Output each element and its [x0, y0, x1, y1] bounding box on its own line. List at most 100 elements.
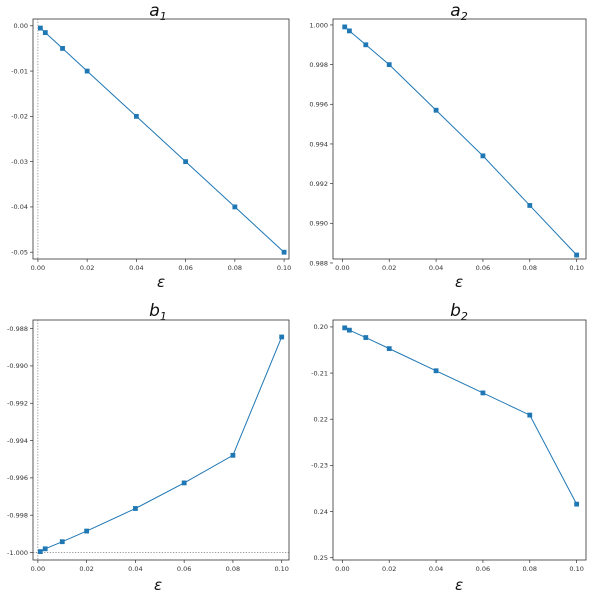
subplot-a2: a2 0.00 0.02 0.04 0.06 0.08 0.10 1.000 0.998 0.…	[309, 1, 587, 291]
subplot-b1-data-point	[59, 539, 65, 545]
subplot-a2-data-point	[574, 252, 580, 258]
subplot-b1-x-tick-label: 0.00	[31, 565, 45, 573]
subplot-a2-x-tick-label: 0.02	[382, 264, 396, 272]
subplot-a1-x-tick-label: 0.00	[31, 264, 45, 272]
subplot-b1: b1 0.00 0.02 0.04 0.06 0.08 0.10 -0.988 -0.990…	[7, 301, 290, 592]
subplot-b2-x-tick-label: 0.06	[476, 565, 490, 573]
subplot-b2-x-tick-label: 0.00	[335, 565, 349, 573]
subplot-b1-data-point	[279, 334, 285, 340]
subplot-b2-data-point	[527, 412, 533, 418]
subplot-b1-x-tick-label: 0.08	[226, 565, 240, 573]
subplot-b2: b2 0.00 0.02 0.04 0.06 0.08 0.10 0.20-0.210.2…	[311, 301, 587, 592]
subplot-b1-y-tick-label: -0.996	[7, 474, 28, 482]
subplot-a2-y-tick-label: 0.996	[309, 101, 328, 109]
subplot-a2-y-tick-label: 0.994	[309, 140, 328, 148]
subplot-b2-y-tick-label: 0.25	[314, 554, 328, 562]
subplot-a1-y-tick-label: -0.03	[11, 158, 28, 166]
subplot-a1-x-tick-label: 0.08	[228, 264, 242, 272]
subplot-a2-data-point	[347, 28, 352, 34]
subplot-b2-series	[342, 325, 580, 507]
subplot-b1-x-tick-label: 0.06	[177, 565, 191, 573]
subplot-b1-title: b1	[149, 301, 167, 323]
subplot-b2-y-tick-label: 0.20	[314, 323, 328, 331]
subplot-b2-x-ticks: 0.00 0.02 0.04 0.06 0.08 0.10	[335, 560, 584, 573]
subplot-b1-series	[37, 334, 285, 554]
subplot-a1-x-tick-label: 0.04	[129, 264, 143, 272]
subplot-a1-title: a1	[149, 1, 166, 23]
subplot-b2-series-line	[344, 327, 578, 505]
subplot-a1: a1 0.00 0.02 0.04 0.06 0.08 0.10 0.00 -0.01 -0.…	[11, 1, 291, 291]
subplot-a2-y-tick-label: 1.000	[309, 21, 328, 29]
subplot-a1-data-point	[42, 30, 48, 35]
subplot-a2-data-point	[342, 24, 348, 30]
subplot-b1-title-main: b	[149, 301, 160, 321]
subplot-a1-data-point	[281, 249, 287, 255]
subplot-b1-data-point	[133, 506, 138, 511]
subplot-b1-x-tick-label: 0.10	[274, 565, 288, 573]
subplot-a2-data-point	[386, 62, 392, 68]
subplot-b2-title-main: b	[450, 301, 461, 321]
subplot-a2-y-ticks: 1.000 0.998 0.996 0.994 0.992 0.990 0.988	[309, 21, 333, 267]
subplot-a1-x-tick-label: 0.02	[80, 264, 94, 272]
subplot-b1-y-tick-label: -0.992	[7, 400, 28, 408]
subplot-a1-title-main: a	[149, 1, 159, 21]
subplot-a1-data-point	[133, 113, 139, 119]
subplot-b1-y-tick-label: -1.000	[7, 549, 28, 557]
subplot-b2-y-tick-label: 0.24	[314, 508, 328, 516]
subplot-a2-title-subscript: 2	[461, 10, 468, 23]
subplot-a1-y-tick-label: -0.01	[11, 67, 28, 75]
subplot-b1-frame	[32, 319, 290, 561]
subplot-a2-y-tick-label: 0.992	[309, 180, 328, 188]
subplot-b1-data-point	[84, 528, 90, 534]
subplot-a1-x-ticks: 0.00 0.02 0.04 0.06 0.08 0.10	[31, 259, 291, 272]
subplot-b2-data-point	[433, 368, 439, 374]
subplot-a2-title-main: a	[450, 1, 460, 21]
subplot-a2-frame	[332, 18, 587, 260]
subplot-b2-x-axis-label: ε	[455, 576, 463, 592]
subplot-b2-title: b2	[450, 301, 468, 323]
subplot-b2-y-tick-label: -0.21	[311, 369, 328, 377]
subplot-b2-y-tick-label: -0.23	[311, 462, 328, 470]
subplot-a1-x-axis-label: ε	[157, 273, 165, 291]
subplot-a1-title-subscript: 1	[160, 10, 167, 23]
subplot-a1-x-tick-label: 0.10	[277, 264, 291, 272]
subplot-b2-data-point	[347, 327, 352, 333]
subplot-b2-x-tick-label: 0.10	[569, 565, 583, 573]
subplot-a2-y-tick-label: 0.998	[309, 61, 328, 69]
subplot-b1-x-axis-label: ε	[154, 576, 162, 592]
subplot-a2-x-tick-label: 0.04	[429, 264, 443, 272]
subplot-a1-y-tick-label: 0.00	[14, 22, 28, 30]
subplot-a2-x-axis-label: ε	[455, 273, 463, 291]
subplot-a1-data-point	[60, 46, 65, 51]
subplot-a1-y-tick-label: -0.05	[11, 249, 28, 257]
subplot-a1-y-ticks: 0.00 -0.01 -0.02 -0.03 -0.04 -0.05	[11, 22, 33, 257]
subplot-a2-data-point	[433, 107, 439, 113]
subplot-a1-series-line	[40, 27, 285, 253]
subplot-b2-data-point	[363, 335, 369, 340]
subplot-a2-x-tick-label: 0.00	[335, 264, 349, 272]
subplot-a2-data-point	[480, 153, 486, 159]
subplot-a2-x-tick-label: 0.10	[569, 264, 583, 272]
subplot-b1-y-tick-label: -0.994	[7, 437, 28, 445]
subplot-b2-frame	[332, 319, 587, 561]
subplot-b1-x-ticks: 0.00 0.02 0.04 0.06 0.08 0.10	[31, 560, 289, 573]
subplot-b2-title-subscript: 2	[461, 310, 468, 323]
subplot-b1-title-subscript: 1	[160, 310, 167, 323]
subplot-b2-x-tick-label: 0.04	[429, 565, 443, 573]
subplot-b1-data-point	[42, 546, 48, 552]
subplot-a2-series	[342, 24, 580, 258]
subplot-b1-y-tick-label: -0.998	[7, 512, 28, 520]
subplot-a2-x-tick-label: 0.08	[523, 264, 537, 272]
subplot-b2-y-tick-label: 0.22	[314, 416, 328, 424]
subplot-a1-frame	[32, 18, 290, 260]
subplot-b2-x-tick-label: 0.02	[382, 565, 396, 573]
subplot-a1-data-point	[84, 68, 90, 74]
subplot-b1-data-point	[37, 549, 43, 554]
subplot-b1-ref-lines	[33, 320, 289, 560]
subplot-a1-data-point	[37, 25, 43, 31]
subplot-a1-data-point	[183, 159, 189, 165]
subplot-a2-data-point	[363, 42, 369, 48]
subplot-b1-data-point	[181, 480, 187, 486]
subplot-b2-data-point	[574, 501, 580, 507]
